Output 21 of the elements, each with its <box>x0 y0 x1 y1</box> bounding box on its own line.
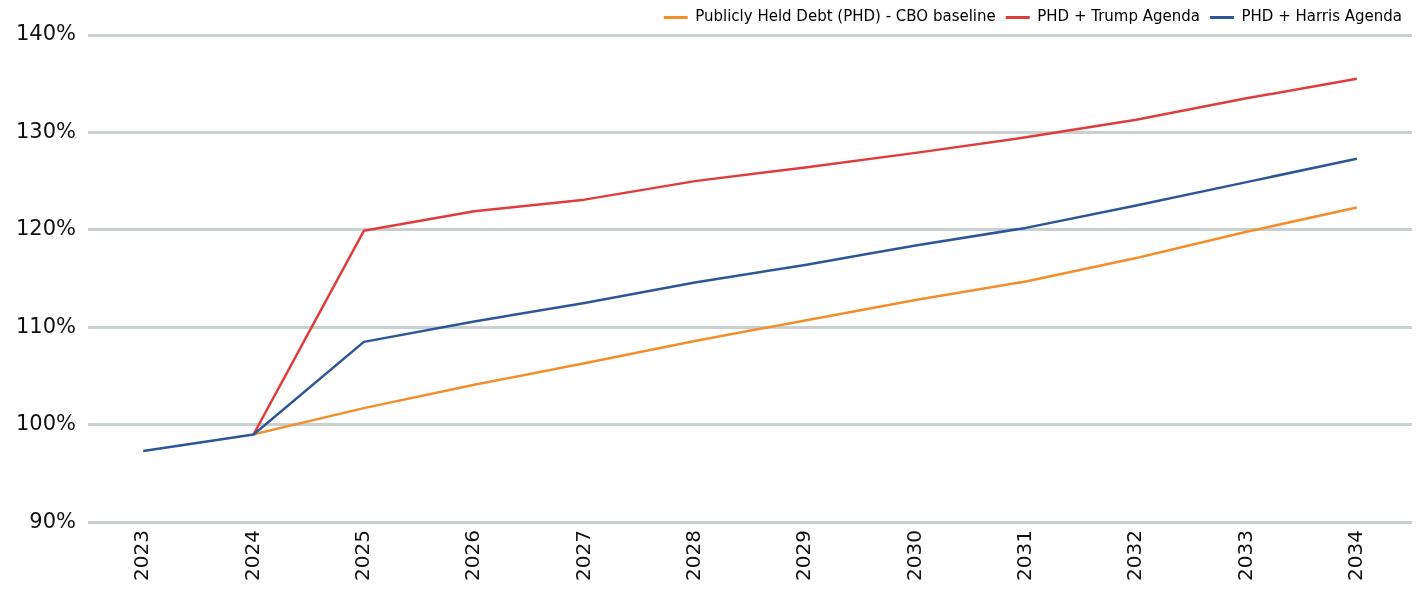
y-tick-label: 130% <box>15 118 77 143</box>
x-tick-label: 2032 <box>1122 530 1147 582</box>
legend-label: Publicly Held Debt (PHD) - CBO baseline <box>695 7 996 26</box>
y-tick-label: 120% <box>15 216 77 241</box>
x-tick-label: 2029 <box>791 530 816 582</box>
x-tick-label: 2030 <box>901 530 926 582</box>
y-tick-label: 90% <box>29 508 77 533</box>
y-tick-label: 110% <box>15 313 77 338</box>
x-tick-label: 2024 <box>239 530 264 582</box>
x-tick-label: 2027 <box>570 530 595 582</box>
x-tick-label: 2026 <box>460 530 485 582</box>
y-tick-label: 100% <box>15 411 77 436</box>
legend-label: PHD + Trump Agenda <box>1037 7 1200 26</box>
x-tick-label: 2033 <box>1232 530 1257 582</box>
x-tick-label: 2025 <box>350 530 375 582</box>
x-tick-label: 2028 <box>681 530 706 582</box>
x-tick-label: 2023 <box>129 530 154 582</box>
x-tick-label: 2031 <box>1012 530 1037 582</box>
legend-label: PHD + Harris Agenda <box>1241 7 1403 26</box>
y-tick-label: 140% <box>15 21 77 46</box>
x-tick-label: 2034 <box>1343 530 1368 582</box>
